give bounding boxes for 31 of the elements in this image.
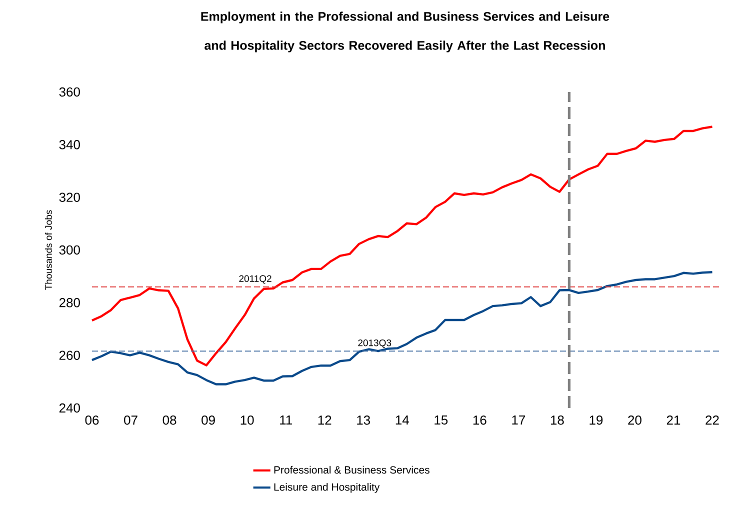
- x-tick-label: 08: [162, 416, 176, 425]
- legend-label: Leisure and Hospitality: [274, 483, 380, 493]
- x-tick-label: 09: [202, 416, 215, 425]
- x-tick-label: 10: [240, 416, 254, 425]
- y-axis-title: Thousands of Jobs: [44, 210, 52, 290]
- y-tick-label: 360: [59, 87, 80, 97]
- ref-line-label: 2013Q3: [358, 339, 392, 348]
- y-tick-label: 240: [59, 403, 80, 413]
- x-tick-label: 16: [473, 416, 486, 425]
- x-tick-label: 21: [666, 416, 680, 425]
- x-tick-label: 20: [628, 416, 642, 425]
- x-tick-label: 22: [706, 416, 719, 425]
- x-tick-label: 18: [550, 416, 564, 425]
- ref-line-label: 2011Q2: [239, 275, 272, 284]
- x-tick-label: 13: [357, 416, 370, 425]
- legend-label: Professional & Business Services: [274, 466, 430, 474]
- x-tick-label: 15: [434, 416, 448, 425]
- y-tick-label: 340: [59, 140, 80, 150]
- x-tick-label: 19: [590, 416, 603, 425]
- x-tick-label: 14: [396, 416, 409, 424]
- y-tick-label: 320: [59, 192, 80, 202]
- chart-title: Employment in the Professional and Business Services and Leisure and Hospitality Sectors Recovered Easily After the Last Recession: [201, 12, 610, 52]
- x-tick-label: 07: [124, 416, 138, 425]
- y-tick-label: 280: [59, 298, 80, 308]
- y-tick-label: 260: [59, 350, 80, 360]
- x-tick-label: 06: [85, 416, 99, 425]
- x-tick-label: 12: [318, 416, 332, 425]
- x-tick-label: 17: [512, 416, 525, 424]
- y-tick-label: 300: [59, 245, 80, 255]
- line-series: [90, 126, 714, 366]
- x-tick-label: 11: [280, 416, 292, 424]
